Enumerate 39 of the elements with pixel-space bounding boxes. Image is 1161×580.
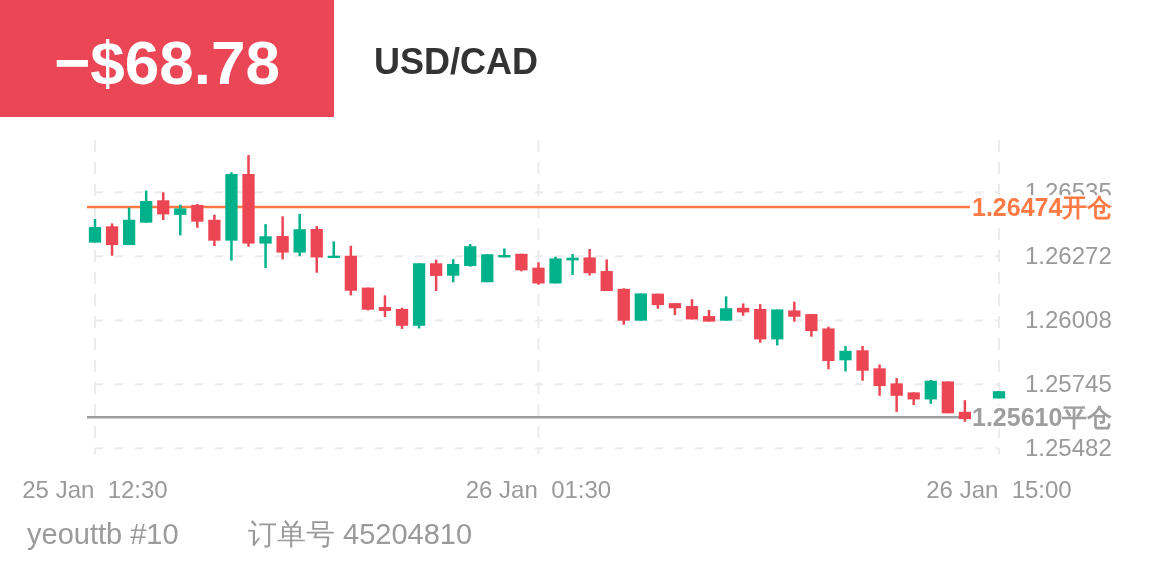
candlestick <box>293 212 306 258</box>
ref-line-label: 1.25610平仓 <box>972 403 1113 432</box>
candlestick <box>788 300 801 323</box>
candlestick <box>429 258 443 293</box>
candlestick <box>88 217 102 244</box>
candlestick <box>464 242 477 268</box>
candlestick <box>259 222 272 270</box>
candlestick <box>890 376 903 414</box>
candlestick <box>140 189 153 224</box>
x-tick-label: 26 Jan 15:00 <box>926 476 1072 503</box>
candlestick <box>856 344 869 382</box>
candlestick <box>157 191 170 222</box>
candlestick <box>532 261 545 286</box>
title: USD/CAD <box>374 41 538 82</box>
candlestick <box>839 344 852 373</box>
candlestick <box>276 215 289 261</box>
candlestick <box>924 378 937 406</box>
candlestick <box>873 363 886 398</box>
candlestick <box>958 398 972 424</box>
y-tick-label: 1.26272 <box>1025 242 1112 270</box>
annotation: −$68.78 <box>54 28 280 97</box>
y-tick-label: 1.26008 <box>1025 306 1112 334</box>
candlestick <box>583 247 596 277</box>
candlestick <box>447 257 460 284</box>
annotation: yeouttb #10 <box>27 518 179 550</box>
candlestick <box>174 203 187 237</box>
candlestick <box>208 213 221 248</box>
candlestick <box>191 202 204 230</box>
annotation: 订单号 45204810 <box>248 518 473 550</box>
candlestick <box>719 295 733 322</box>
x-tick-label: 26 Jan 01:30 <box>465 476 612 503</box>
candlestick <box>600 258 613 293</box>
candlestick <box>395 306 409 331</box>
candlestick <box>105 222 119 257</box>
y-tick-label: 1.25482 <box>1025 434 1112 462</box>
x-tick-label: 25 Jan 12:30 <box>22 476 168 503</box>
candlestick <box>378 294 392 319</box>
y-tick-label: 1.25745 <box>1025 370 1112 398</box>
candlestick <box>805 312 818 338</box>
